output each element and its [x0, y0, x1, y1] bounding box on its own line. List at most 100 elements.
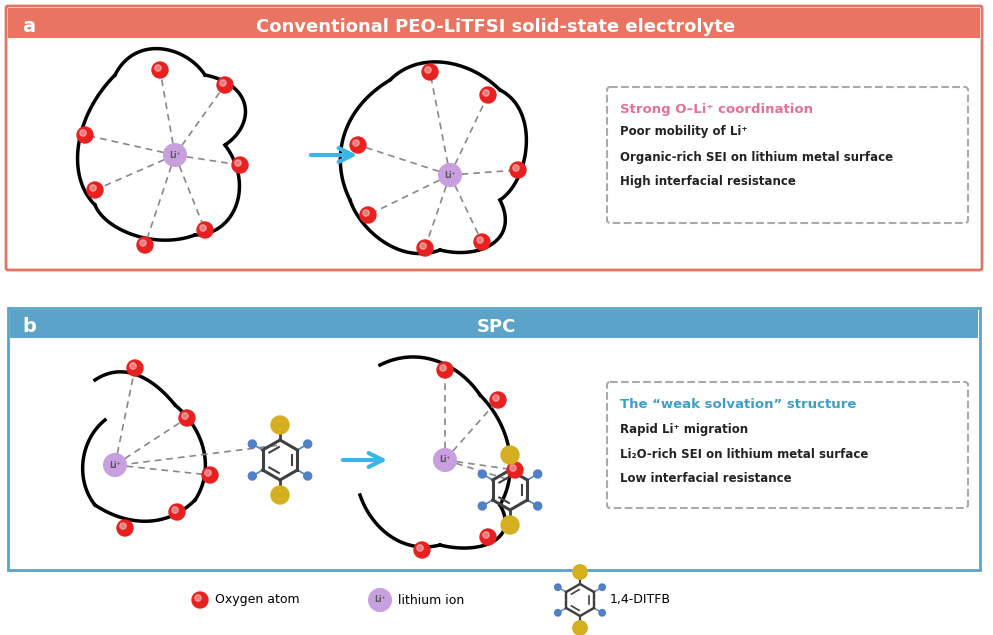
Circle shape: [87, 182, 103, 198]
Circle shape: [248, 440, 256, 448]
Circle shape: [182, 413, 189, 419]
Circle shape: [483, 531, 490, 538]
Text: Oxygen atom: Oxygen atom: [215, 594, 300, 606]
Circle shape: [77, 127, 93, 143]
Circle shape: [439, 164, 461, 186]
Circle shape: [369, 589, 391, 611]
Circle shape: [477, 237, 484, 243]
Circle shape: [493, 395, 499, 401]
Circle shape: [197, 222, 213, 238]
Circle shape: [155, 65, 161, 71]
Circle shape: [417, 240, 433, 256]
Circle shape: [140, 240, 146, 246]
Text: Li⁺: Li⁺: [374, 596, 385, 605]
Text: Conventional PEO-LiTFSI solid-state electrolyte: Conventional PEO-LiTFSI solid-state elec…: [256, 18, 736, 36]
Circle shape: [152, 62, 168, 78]
Circle shape: [490, 392, 506, 408]
Circle shape: [137, 237, 153, 253]
Circle shape: [555, 610, 561, 616]
Circle shape: [479, 470, 487, 478]
Circle shape: [480, 529, 496, 545]
Circle shape: [217, 77, 233, 93]
Circle shape: [480, 87, 496, 103]
Circle shape: [89, 185, 96, 191]
Circle shape: [483, 90, 490, 96]
Circle shape: [479, 502, 487, 510]
Circle shape: [200, 225, 207, 231]
Circle shape: [130, 363, 136, 369]
Text: Li⁺: Li⁺: [169, 150, 181, 159]
Text: Low interfacial resistance: Low interfacial resistance: [620, 472, 791, 485]
Text: SPC: SPC: [477, 318, 515, 336]
Circle shape: [440, 364, 446, 371]
Circle shape: [117, 520, 133, 536]
Bar: [8, 308, 980, 570]
Text: High interfacial resistance: High interfacial resistance: [620, 175, 795, 189]
Circle shape: [512, 165, 519, 171]
Circle shape: [507, 462, 523, 478]
Circle shape: [271, 416, 289, 434]
Circle shape: [219, 80, 226, 86]
Circle shape: [127, 360, 143, 376]
Text: Li⁺: Li⁺: [439, 455, 451, 464]
Circle shape: [425, 67, 431, 73]
Circle shape: [164, 144, 186, 166]
Circle shape: [422, 64, 438, 80]
Circle shape: [362, 210, 369, 216]
Text: b: b: [22, 316, 36, 335]
Circle shape: [169, 504, 185, 520]
Text: Poor mobility of Li⁺: Poor mobility of Li⁺: [620, 126, 748, 138]
Circle shape: [271, 486, 289, 504]
Circle shape: [501, 516, 519, 534]
Text: a: a: [22, 17, 35, 36]
Circle shape: [555, 584, 561, 591]
Circle shape: [172, 507, 178, 513]
Circle shape: [179, 410, 195, 426]
Circle shape: [232, 157, 248, 173]
Text: Li⁺: Li⁺: [444, 171, 456, 180]
Text: 1,4-DITFB: 1,4-DITFB: [610, 594, 671, 606]
Circle shape: [79, 130, 86, 136]
Circle shape: [304, 440, 312, 448]
Circle shape: [533, 470, 542, 478]
FancyBboxPatch shape: [6, 6, 982, 270]
Circle shape: [234, 160, 241, 166]
Circle shape: [120, 523, 126, 529]
Circle shape: [599, 610, 606, 616]
Text: lithium ion: lithium ion: [398, 594, 465, 606]
Circle shape: [434, 449, 456, 471]
Circle shape: [350, 137, 366, 153]
Circle shape: [509, 465, 516, 471]
Circle shape: [417, 545, 423, 551]
FancyBboxPatch shape: [607, 382, 968, 508]
Circle shape: [474, 234, 490, 250]
Circle shape: [510, 162, 526, 178]
Circle shape: [248, 472, 256, 480]
Circle shape: [573, 621, 587, 635]
FancyBboxPatch shape: [8, 8, 980, 38]
FancyBboxPatch shape: [607, 87, 968, 223]
Circle shape: [599, 584, 606, 591]
Circle shape: [205, 470, 212, 476]
Text: Li₂O-rich SEI on lithium metal surface: Li₂O-rich SEI on lithium metal surface: [620, 448, 868, 460]
Circle shape: [533, 502, 542, 510]
Text: Rapid Li⁺ migration: Rapid Li⁺ migration: [620, 424, 748, 436]
Circle shape: [104, 454, 126, 476]
Circle shape: [353, 140, 359, 146]
Circle shape: [195, 595, 202, 601]
Circle shape: [360, 207, 376, 223]
Text: Strong O–Li⁺ coordination: Strong O–Li⁺ coordination: [620, 104, 813, 116]
Circle shape: [573, 565, 587, 579]
Bar: [10, 10, 978, 38]
Bar: [10, 310, 978, 338]
Circle shape: [414, 542, 430, 558]
Circle shape: [501, 446, 519, 464]
Circle shape: [437, 362, 453, 378]
Circle shape: [420, 243, 426, 249]
Circle shape: [192, 592, 208, 608]
Text: Organic-rich SEI on lithium metal surface: Organic-rich SEI on lithium metal surfac…: [620, 150, 893, 163]
Circle shape: [202, 467, 218, 483]
Text: The “weak solvation” structure: The “weak solvation” structure: [620, 399, 856, 411]
Text: Li⁺: Li⁺: [109, 460, 121, 469]
Circle shape: [304, 472, 312, 480]
